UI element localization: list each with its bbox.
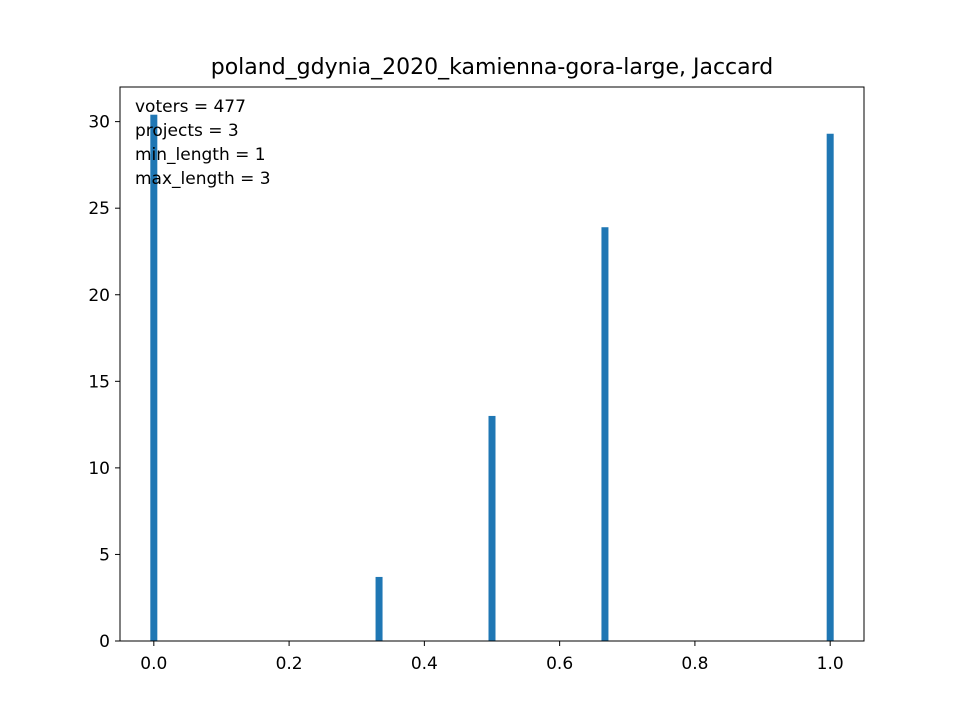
stats-annotation: voters = 477 projects = 3 min_length = 1 ma… xyxy=(135,97,271,189)
x-tick-label: 0.8 xyxy=(681,654,708,674)
y-tick-label: 0 xyxy=(99,632,110,652)
y-axis: 0 5 10 15 20 25 30 xyxy=(88,113,120,652)
x-axis: 0.0 0.2 0.4 0.6 0.8 1.0 xyxy=(140,641,844,674)
stats-annotation-line: voters = 477 xyxy=(135,97,246,117)
x-tick-label: 0.6 xyxy=(546,654,573,674)
histogram-bar xyxy=(488,415,496,641)
y-tick-label: 5 xyxy=(99,545,110,565)
y-tick-label: 15 xyxy=(88,372,110,392)
x-tick-label: 0.2 xyxy=(276,654,303,674)
histogram-bar xyxy=(601,227,609,642)
histogram-bar xyxy=(150,114,158,641)
chart-title: poland_gdynia_2020_kamienna-gora-large, … xyxy=(211,55,774,80)
y-tick-label: 10 xyxy=(88,459,110,479)
x-tick-label: 1.0 xyxy=(817,654,844,674)
stats-annotation-line: max_length = 3 xyxy=(135,169,271,189)
x-tick-label: 0.0 xyxy=(140,654,167,674)
x-tick-label: 0.4 xyxy=(411,654,438,674)
bars-layer xyxy=(150,114,834,642)
plot-area-frame xyxy=(119,86,865,642)
histogram-bar xyxy=(826,133,834,642)
stats-annotation-line: min_length = 1 xyxy=(135,145,266,165)
y-tick-label: 25 xyxy=(88,199,110,219)
stats-annotation-line: projects = 3 xyxy=(135,121,239,141)
histogram-bar xyxy=(375,576,383,641)
y-tick-label: 20 xyxy=(88,286,110,306)
y-tick-label: 30 xyxy=(88,113,110,133)
